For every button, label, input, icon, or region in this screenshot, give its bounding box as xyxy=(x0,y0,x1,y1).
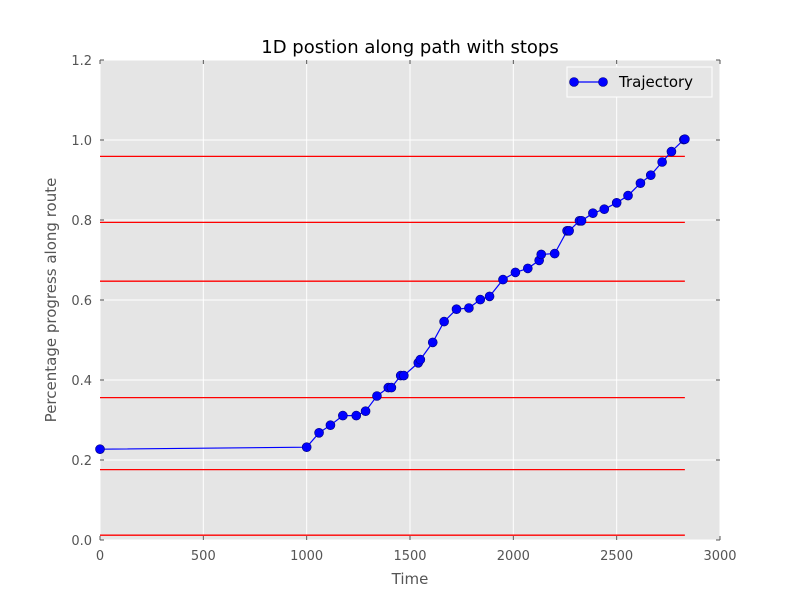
y-tick-label: 1.2 xyxy=(71,54,92,69)
trajectory-point xyxy=(338,410,348,421)
trajectory-point xyxy=(314,427,324,438)
trajectory-point xyxy=(522,263,533,274)
trajectory-point xyxy=(372,391,382,401)
trajectory-point xyxy=(464,303,474,313)
trajectory-point xyxy=(351,410,362,421)
chart-title: 1D postion along path with stops xyxy=(261,37,558,58)
trajectory-point xyxy=(386,382,397,393)
trajectory-point xyxy=(564,226,574,236)
trajectory-point xyxy=(427,337,438,348)
trajectory-point xyxy=(510,267,521,278)
stop-lines xyxy=(100,155,685,536)
y-tick-label: 0.4 xyxy=(71,374,92,389)
trajectory-point xyxy=(611,198,622,208)
y-tick-label: 0.8 xyxy=(71,214,92,229)
trajectory-point xyxy=(301,442,312,453)
axis-ticks: 0 500 1000 1500 2000 2500 3000 0.0 0.2 0.4 0.6 0.8 1… xyxy=(71,54,736,564)
y-axis-label: Percentage progress along route xyxy=(42,178,60,423)
legend-marker-swatch xyxy=(598,77,608,87)
trajectory-point xyxy=(666,146,677,157)
trajectory-point xyxy=(325,420,336,431)
trajectory-point xyxy=(623,190,633,201)
legend-box xyxy=(566,66,713,98)
trajectory-point xyxy=(439,316,449,327)
legend-marker-swatch xyxy=(569,77,579,87)
x-tick-label: 2500 xyxy=(600,549,633,564)
trajectory-point xyxy=(549,248,560,259)
x-tick-label: 1000 xyxy=(290,549,323,564)
trajectory-point xyxy=(415,354,426,365)
trajectory-point xyxy=(680,134,690,144)
trajectory-point xyxy=(536,249,547,260)
trajectory-line xyxy=(99,138,686,450)
trajectory-point xyxy=(599,204,610,214)
x-axis-label: Time xyxy=(391,570,429,588)
y-tick-label: 0.0 xyxy=(71,534,92,549)
trajectory-point xyxy=(475,294,486,305)
x-tick-label: 0 xyxy=(96,549,104,564)
series-group xyxy=(95,134,690,455)
trajectory-point xyxy=(498,274,508,285)
legend: Trajectory xyxy=(566,66,713,98)
x-tick-label: 500 xyxy=(191,549,216,564)
trajectory-point xyxy=(588,208,598,218)
trajectory-point xyxy=(95,444,105,455)
y-tick-label: 0.2 xyxy=(71,454,92,469)
trajectory-point xyxy=(645,170,656,180)
trajectory-point xyxy=(451,304,462,315)
trajectory-point xyxy=(360,406,371,417)
y-tick-label: 0.6 xyxy=(71,294,92,309)
x-tick-label: 3000 xyxy=(703,549,736,564)
legend-label: Trajectory xyxy=(618,73,693,91)
trajectory-point xyxy=(398,370,409,381)
trajectory-point xyxy=(484,291,495,302)
x-tick-label: 2000 xyxy=(497,549,530,564)
y-tick-label: 1.0 xyxy=(71,134,92,149)
trajectory-point xyxy=(635,178,646,188)
trajectory-point xyxy=(657,157,667,167)
trajectory-point xyxy=(576,216,587,226)
x-tick-label: 1500 xyxy=(393,549,426,564)
